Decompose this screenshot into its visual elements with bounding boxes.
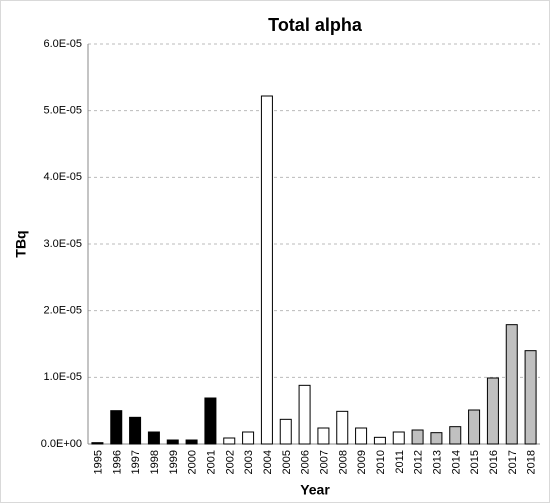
x-tick-label: 2001 <box>205 450 217 474</box>
bar <box>147 431 160 445</box>
x-tick-label: 2015 <box>469 450 481 474</box>
bar <box>355 427 368 445</box>
bar <box>524 350 537 445</box>
bar <box>279 418 292 445</box>
x-tick-label: 1995 <box>92 450 104 474</box>
x-tick-label: 1998 <box>149 450 161 474</box>
bar <box>298 384 311 445</box>
bar <box>110 410 123 445</box>
bar <box>204 397 217 445</box>
bar <box>430 432 443 445</box>
x-tick-label: 1997 <box>130 450 142 474</box>
y-tick-label: 0.0E+00 <box>41 438 82 450</box>
x-axis-label: Year <box>300 482 330 498</box>
bar <box>449 426 462 445</box>
x-tick-label: 2014 <box>450 450 462 474</box>
x-tick-label: 2010 <box>375 450 387 474</box>
x-tick-label: 2016 <box>488 450 500 474</box>
bar <box>468 409 481 445</box>
y-tick-label: 3.0E-05 <box>43 238 82 250</box>
bar <box>260 95 273 445</box>
x-tick-label: 1996 <box>111 450 123 474</box>
bar <box>166 439 179 445</box>
x-tick-label: 2005 <box>281 450 293 474</box>
x-tick-label: 2012 <box>413 450 425 474</box>
x-tick-label: 2009 <box>356 450 368 474</box>
x-tick-label: 2017 <box>507 450 519 474</box>
bar <box>242 431 255 445</box>
bar <box>336 410 349 445</box>
bar <box>486 377 499 445</box>
x-tick-label: 1999 <box>168 450 180 474</box>
bar <box>411 429 424 445</box>
x-tick-label: 2002 <box>224 450 236 474</box>
x-tick-label: 2007 <box>318 450 330 474</box>
y-tick-label: 5.0E-05 <box>43 105 82 117</box>
bar <box>392 431 405 445</box>
chart-title: Total alpha <box>268 15 363 35</box>
bar <box>129 416 142 445</box>
y-tick-label: 2.0E-05 <box>43 305 82 317</box>
bar <box>223 437 236 445</box>
x-tick-label: 2004 <box>262 450 274 474</box>
x-tick-label: 2018 <box>526 450 538 474</box>
bar <box>505 324 518 445</box>
x-tick-label: 2003 <box>243 450 255 474</box>
y-tick-label: 4.0E-05 <box>43 171 82 183</box>
bar <box>185 439 198 445</box>
x-tick-label: 2013 <box>431 450 443 474</box>
x-tick-label: 2008 <box>337 450 349 474</box>
bar <box>317 427 330 445</box>
y-tick-label: 1.0E-05 <box>43 371 82 383</box>
y-tick-label: 6.0E-05 <box>43 38 82 50</box>
x-tick-label: 2000 <box>187 450 199 474</box>
x-tick-label: 2011 <box>394 450 406 474</box>
x-tick-label: 2006 <box>300 450 312 474</box>
y-axis-label: TBq <box>13 230 29 257</box>
bar <box>91 442 104 445</box>
bar <box>373 436 386 445</box>
